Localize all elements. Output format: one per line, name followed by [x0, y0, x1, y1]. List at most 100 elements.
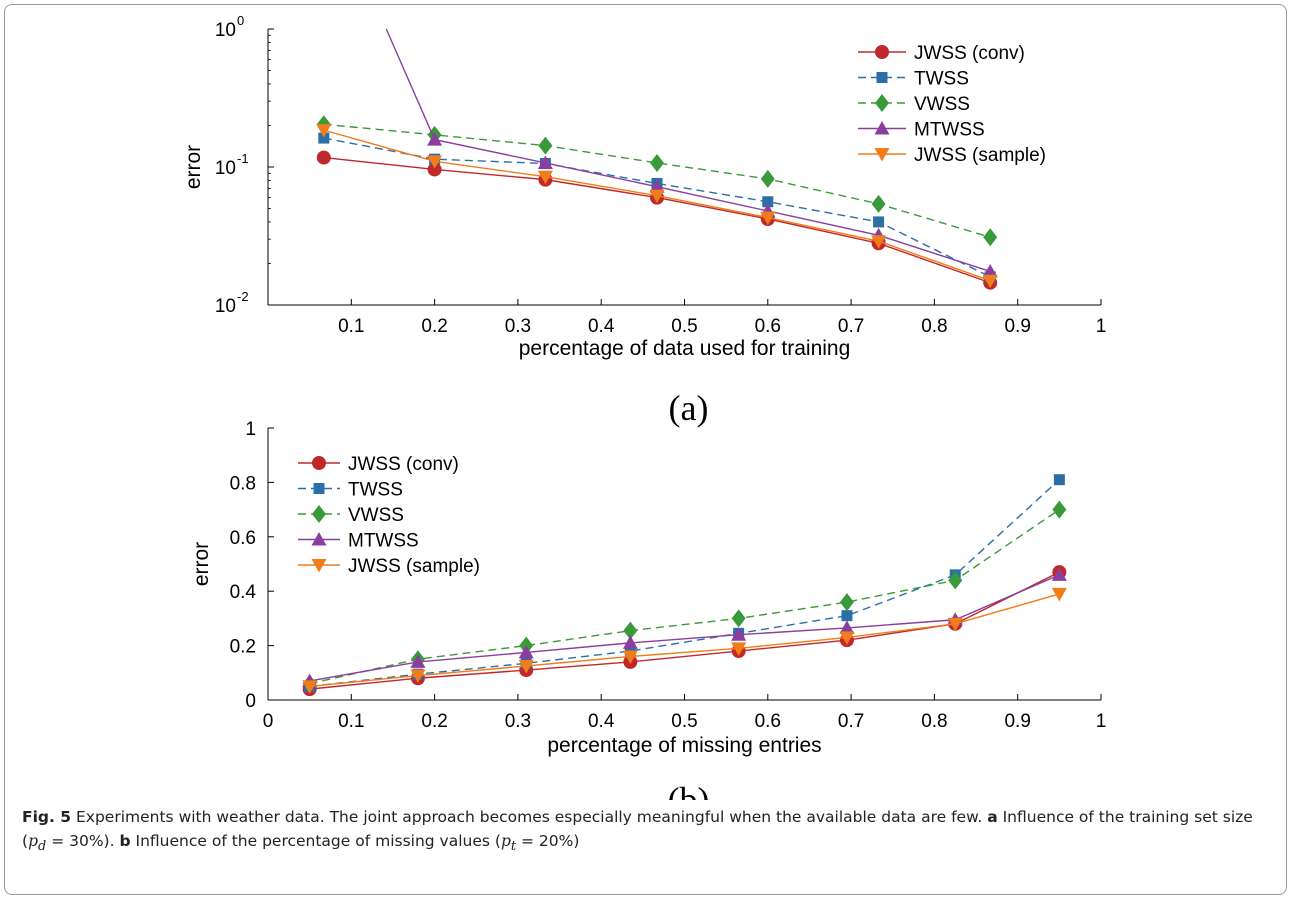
caption-variable: p — [500, 832, 511, 850]
x-tick-label: 0.1 — [338, 316, 364, 337]
x-tick-label: 1 — [1096, 711, 1107, 732]
legend-label: MTWSS — [348, 531, 419, 552]
data-point — [731, 609, 746, 628]
caption-subscript: t — [510, 839, 517, 855]
caption-text: = 30%). — [46, 832, 120, 850]
data-point — [873, 216, 885, 228]
x-tick-label: 0.6 — [755, 711, 781, 732]
caption-text: Influence of the percentage of missing v… — [130, 832, 501, 850]
data-point — [649, 189, 665, 204]
data-point — [623, 621, 638, 640]
data-point — [518, 660, 534, 674]
caption-text: = 20%) — [516, 832, 580, 850]
y-tick-label: 1 — [245, 419, 256, 440]
data-point — [410, 654, 426, 668]
data-point — [427, 132, 443, 146]
y-tick-label: 0.4 — [230, 582, 257, 603]
data-point — [983, 228, 998, 247]
data-point — [760, 169, 775, 188]
data-point — [1052, 500, 1067, 519]
x-tick-label: 0.5 — [671, 711, 697, 732]
data-point — [760, 211, 776, 226]
data-point — [316, 124, 332, 138]
x-tick-label: 0.3 — [505, 316, 531, 337]
y-tick-label: 10 — [215, 20, 236, 41]
x-axis-label: percentage of missing entries — [547, 734, 821, 757]
series-line — [385, 28, 991, 273]
caption-text: Influence of the training set size ( — [22, 808, 1253, 850]
data-point — [731, 642, 747, 656]
x-tick-label: 0.4 — [588, 316, 615, 337]
data-point — [537, 155, 553, 169]
series-line — [309, 574, 1060, 682]
data-point — [427, 155, 443, 169]
data-point — [622, 650, 638, 664]
panel-label: (a) — [669, 388, 709, 428]
legend-marker — [311, 532, 327, 546]
data-point — [948, 571, 963, 590]
legend-marker — [311, 559, 327, 573]
x-tick-label: 0.9 — [1004, 711, 1030, 732]
data-point — [841, 610, 853, 622]
legend-label: JWSS (sample) — [914, 145, 1046, 166]
x-tick-label: 0.1 — [338, 711, 364, 732]
data-point — [649, 179, 665, 193]
legend-marker — [313, 483, 325, 494]
data-point — [316, 150, 331, 165]
figure-frame — [4, 4, 1287, 895]
data-point — [839, 631, 855, 645]
caption-variable: p — [28, 832, 38, 850]
data-point — [622, 635, 638, 649]
series-line — [323, 156, 991, 284]
data-point — [947, 617, 963, 632]
data-point — [1051, 587, 1067, 602]
x-tick-label: 0.7 — [838, 316, 864, 337]
y-tick-label: 10 — [215, 158, 236, 179]
caption-subscript: d — [38, 839, 47, 855]
legend-marker — [874, 148, 890, 162]
y-tick-exponent: -2 — [237, 289, 249, 304]
panel-label: (b) — [668, 780, 710, 800]
series-line — [309, 479, 1060, 688]
legend-marker — [876, 72, 888, 83]
data-point — [650, 153, 665, 172]
x-tick-label: 0.4 — [588, 711, 615, 732]
legend-label: TWSS — [348, 480, 403, 501]
data-point — [731, 627, 747, 641]
y-tick-label: 0.2 — [230, 637, 256, 658]
caption-label-a: a — [987, 808, 998, 826]
chart-panel-b: 0 0.1 0.2 0.3 0.4 0.5 0.6 0.7 0.8 0.9 1 0 0.2 0.4 0.6 0… — [190, 419, 1106, 800]
caption-label-b: b — [119, 832, 131, 850]
x-tick-label: 0.7 — [838, 711, 864, 732]
data-point — [982, 274, 998, 289]
data-point — [1053, 474, 1065, 486]
y-tick-label: 0.8 — [230, 473, 256, 494]
legend-marker — [312, 456, 326, 470]
x-tick-label: 0.3 — [505, 711, 531, 732]
y-tick-exponent: 0 — [237, 13, 244, 28]
x-tick-label: 1 — [1096, 316, 1107, 337]
y-axis-label: error — [182, 145, 205, 189]
x-tick-label: 0 — [263, 711, 274, 732]
series-line — [323, 129, 991, 282]
legend-label: JWSS (conv) — [914, 43, 1025, 64]
y-tick-label: 0 — [245, 691, 256, 712]
data-point — [537, 170, 553, 185]
data-point — [762, 196, 774, 208]
figure-canvas: 0.1 0.2 0.3 0.4 0.5 0.6 0.7 0.8 0.9 110-210-110 0p… — [182, 13, 1107, 800]
data-point — [839, 620, 855, 634]
data-point — [982, 263, 998, 278]
legend-marker — [312, 505, 326, 523]
y-tick-exponent: -1 — [237, 151, 249, 166]
legend-label: MTWSS — [914, 120, 985, 141]
x-tick-label: 0.2 — [421, 711, 447, 732]
data-point — [1051, 567, 1067, 581]
legend-label: JWSS (sample) — [348, 556, 480, 577]
x-axis-label: percentage of data used for training — [519, 337, 851, 360]
data-point — [871, 235, 887, 249]
x-tick-label: 0.9 — [1004, 316, 1030, 337]
legend-marker — [874, 121, 890, 135]
series-line — [309, 593, 1060, 688]
caption-text: Experiments with weather data. The joint… — [71, 808, 988, 826]
data-point — [518, 644, 534, 659]
